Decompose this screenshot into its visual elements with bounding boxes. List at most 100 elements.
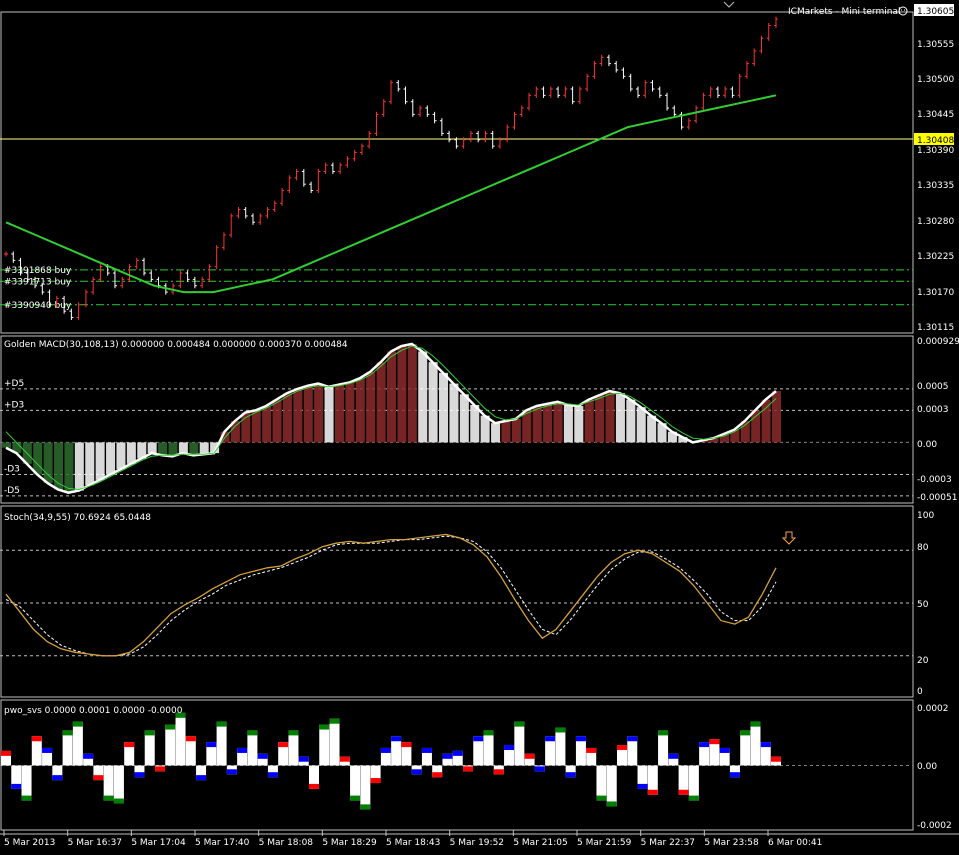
pwo-bar-cap <box>103 795 114 801</box>
pwo-tick-label: -0.0002 <box>917 821 952 831</box>
pwo-bar-cap <box>729 772 740 778</box>
time-tick-label: 5 Mar 18:29 <box>322 838 377 848</box>
pwo-bar <box>514 721 525 766</box>
pwo-bar-cap <box>339 756 350 762</box>
pwo-bar <box>165 724 176 766</box>
macd-histogram-bar <box>158 442 168 456</box>
macd-histogram-bar <box>491 423 501 443</box>
pwo-bar-cap <box>257 753 268 759</box>
pwo-bar <box>21 765 32 801</box>
pwo-bar <box>309 765 319 789</box>
macd-tick-label: 0.00 <box>917 440 937 450</box>
macd-histogram-bar <box>199 442 209 455</box>
pwo-bar <box>247 730 258 766</box>
pwo-bar <box>329 718 340 766</box>
macd-tick-label: -0.0003 <box>917 475 952 485</box>
macd-histogram-bar <box>54 442 64 490</box>
macd-histogram-bar <box>376 362 386 443</box>
macd-histogram-bar <box>189 442 199 456</box>
pwo-bar <box>370 765 381 784</box>
pwo-bar <box>11 765 22 789</box>
macd-histogram-bar <box>730 429 740 443</box>
macd-histogram-bar <box>126 442 136 464</box>
macd-histogram-bar <box>178 442 188 454</box>
pwo-bar-cap <box>391 736 402 742</box>
pwo-bar-cap <box>350 795 361 801</box>
macd-level-label: -D3 <box>4 465 20 475</box>
macd-histogram-bar <box>230 421 240 443</box>
macd-histogram-bar <box>584 399 594 443</box>
macd-histogram-bar <box>563 404 573 443</box>
pwo-bar-cap <box>647 789 658 795</box>
stoch-tick-label: 80 <box>917 543 929 553</box>
pwo-bar-cap <box>473 736 484 742</box>
macd-level-label: +D5 <box>4 379 24 389</box>
pwo-bar-cap <box>237 747 248 753</box>
macd-tick-label: -0.00051 <box>917 493 957 503</box>
pwo-bar-cap <box>421 747 432 753</box>
pwo-bar-cap <box>504 745 515 751</box>
macd-level-label: +D3 <box>4 400 24 410</box>
pwo-bar-cap <box>298 756 309 762</box>
macd-tick-label: 0.0005 <box>917 382 949 392</box>
macd-histogram-bar <box>501 421 511 443</box>
pwo-bar-cap <box>442 753 453 759</box>
price-pane[interactable] <box>0 11 914 334</box>
pwo-bar-cap <box>247 730 258 736</box>
time-tick-label: 5 Mar 17:40 <box>195 838 250 848</box>
pwo-bar-cap <box>545 736 556 742</box>
macd-histogram-bar <box>293 388 303 443</box>
pwo-bar-cap <box>555 727 566 733</box>
price-tick-label: 1.30500 <box>917 75 954 85</box>
macd-pane[interactable] <box>0 335 914 504</box>
macd-histogram-bar <box>480 415 490 443</box>
pwo-bar-cap <box>1 750 11 756</box>
pwo-bar-cap <box>678 789 689 795</box>
pwo-bar <box>319 724 330 766</box>
macd-histogram-bar <box>470 404 480 443</box>
macd-histogram-bar <box>647 415 657 443</box>
pwo-bar <box>257 753 268 766</box>
pwo-bar-cap <box>483 730 494 736</box>
pwo-bar <box>555 727 566 766</box>
pwo-bar <box>185 736 196 766</box>
pwo-bar <box>401 742 412 766</box>
pwo-bar-cap <box>309 783 319 789</box>
pwo-bar-cap <box>113 798 124 804</box>
macd-histogram-bar <box>439 372 449 443</box>
pwo-bar <box>113 765 124 804</box>
macd-histogram-bar <box>355 378 365 443</box>
stoch-tick-label: 0 <box>917 687 923 697</box>
macd-level-label: -D5 <box>4 486 20 496</box>
macd-histogram-bar <box>428 362 438 443</box>
pwo-bar <box>391 736 402 766</box>
pwo-bar-cap <box>637 783 648 789</box>
price-tick-label: 1.30555 <box>917 40 954 50</box>
pwo-bar <box>31 736 42 766</box>
pwo-bar-cap <box>432 772 443 778</box>
pwo-bar <box>52 765 63 781</box>
pwo-bar <box>760 742 771 766</box>
time-tick-label: 5 Mar 22:37 <box>641 838 695 848</box>
smiley-icon <box>898 6 908 16</box>
time-tick-label: 5 Mar 19:52 <box>450 838 504 848</box>
stoch-title: Stoch(34,9,55) 70.6924 65.0448 <box>4 513 151 523</box>
time-tick-label: 5 Mar 18:43 <box>386 838 440 848</box>
macd-histogram-bar <box>553 401 563 443</box>
pwo-bar-cap <box>452 750 463 756</box>
pwo-bar <box>637 765 648 789</box>
pwo-bar <box>237 747 248 766</box>
macd-histogram-bar <box>345 382 355 443</box>
pwo-bar-cap <box>267 772 278 778</box>
macd-histogram-bar <box>772 391 781 443</box>
time-tick-label: 5 Mar 18:08 <box>259 838 314 848</box>
pwo-bar <box>483 730 494 766</box>
pwo-bar <box>473 736 484 766</box>
pwo-bar-cap <box>401 742 412 748</box>
price-tick-label: 1.30390 <box>917 146 954 156</box>
pwo-bar-cap <box>524 753 535 759</box>
macd-histogram-bar <box>33 442 43 475</box>
macd-histogram-bar <box>657 423 667 443</box>
stoch-pane[interactable] <box>0 505 914 698</box>
